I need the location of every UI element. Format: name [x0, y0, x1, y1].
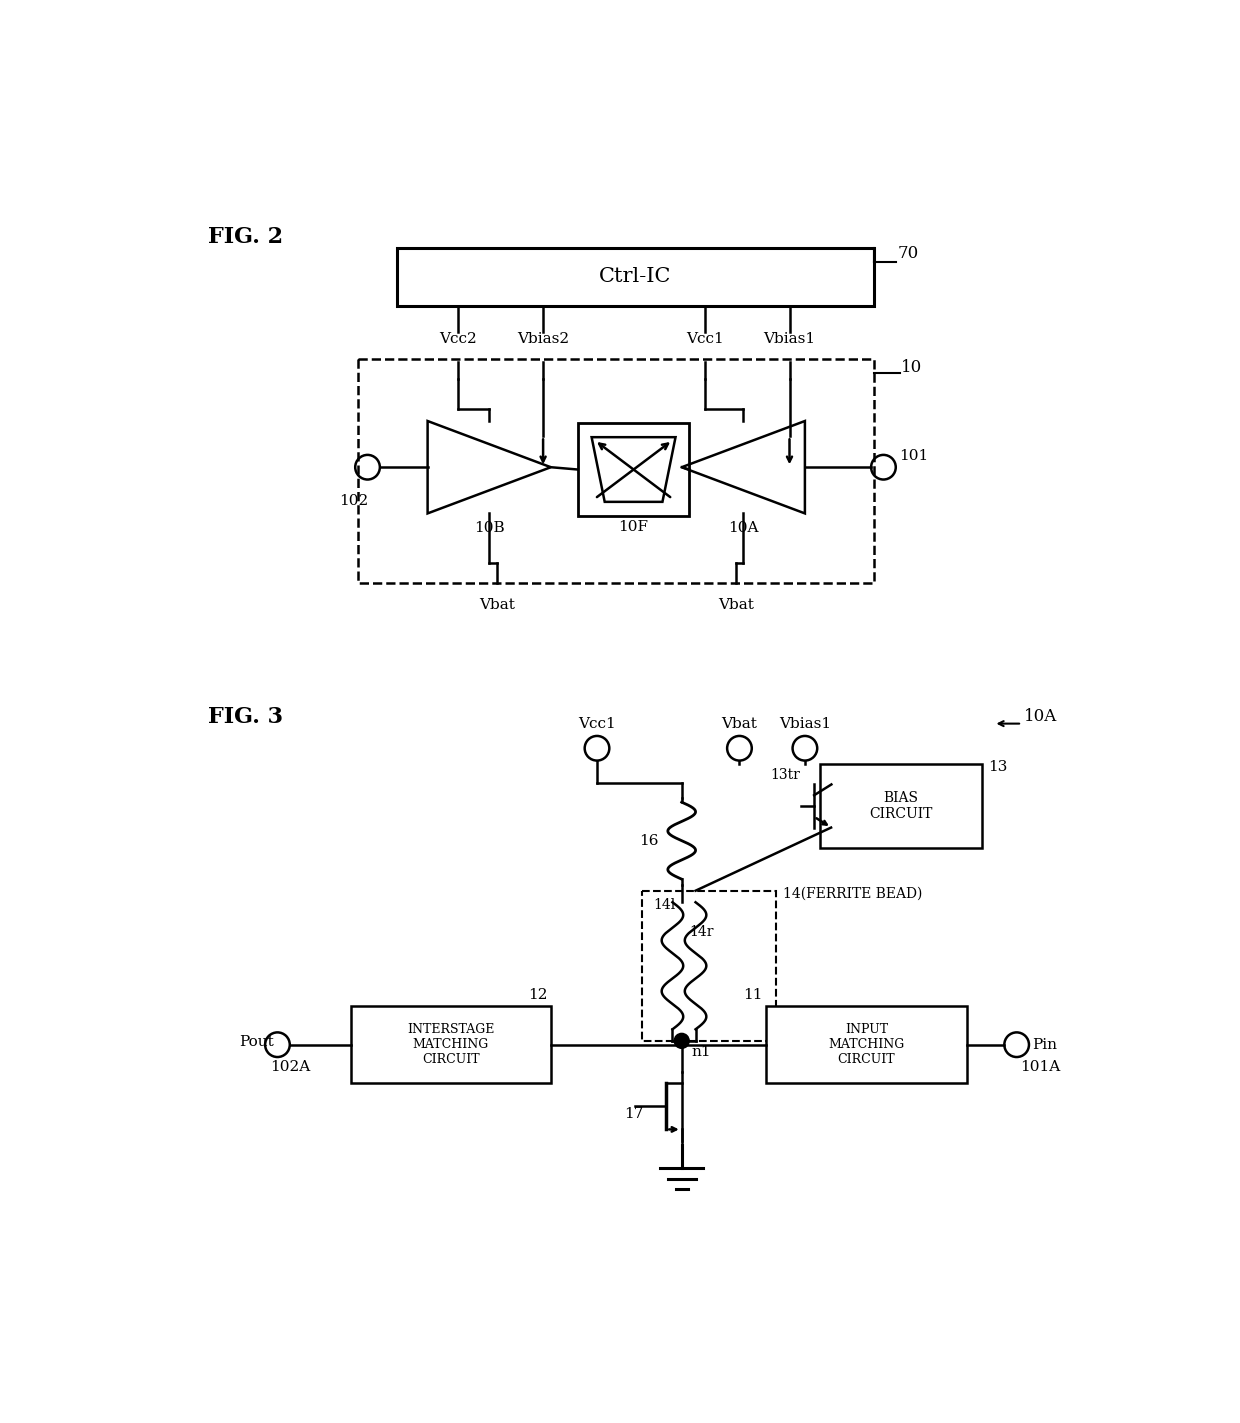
Text: 70: 70 [898, 245, 919, 262]
Text: Vbat: Vbat [479, 598, 515, 612]
Text: 101: 101 [899, 448, 928, 462]
Text: 102A: 102A [270, 1060, 310, 1074]
Text: 10A: 10A [1024, 709, 1058, 726]
Text: n1: n1 [691, 1044, 711, 1059]
Text: 10: 10 [901, 359, 923, 376]
Text: Vbias1: Vbias1 [779, 717, 831, 731]
Text: 101A: 101A [1021, 1060, 1060, 1074]
Text: INTERSTAGE
MATCHING
CIRCUIT: INTERSTAGE MATCHING CIRCUIT [407, 1023, 495, 1066]
Text: Vcc1: Vcc1 [578, 717, 616, 731]
Text: 14r: 14r [689, 925, 714, 939]
Text: Vbat: Vbat [722, 717, 758, 731]
Text: Pout: Pout [239, 1036, 274, 1049]
Bar [397, 248, 874, 306]
Text: 12: 12 [528, 989, 547, 1002]
Text: 102: 102 [339, 494, 368, 508]
Text: 14l: 14l [653, 898, 676, 912]
Bar [821, 764, 982, 848]
Text: Pin: Pin [1032, 1037, 1056, 1052]
Text: 13tr: 13tr [770, 767, 800, 781]
Text: 16: 16 [639, 834, 658, 848]
Bar [351, 1006, 551, 1083]
Text: BIAS
CIRCUIT: BIAS CIRCUIT [869, 791, 932, 821]
Text: 10A: 10A [728, 521, 759, 535]
Text: 10B: 10B [474, 521, 505, 535]
Bar [358, 360, 874, 582]
Text: FIG. 3: FIG. 3 [208, 706, 283, 729]
Text: Vbat: Vbat [718, 598, 754, 612]
Bar [766, 1006, 967, 1083]
Text: Vbias2: Vbias2 [517, 333, 569, 346]
Text: 10F: 10F [619, 519, 649, 534]
Text: INPUT
MATCHING
CIRCUIT: INPUT MATCHING CIRCUIT [828, 1023, 905, 1066]
Text: FIG. 2: FIG. 2 [208, 226, 283, 248]
Text: Vcc2: Vcc2 [439, 333, 477, 346]
Text: 11: 11 [743, 989, 763, 1002]
Text: 13: 13 [988, 760, 1008, 774]
Circle shape [675, 1035, 688, 1047]
Text: Vbias1: Vbias1 [764, 333, 816, 346]
Bar [578, 423, 689, 515]
Bar [641, 891, 776, 1040]
Text: Vcc1: Vcc1 [686, 333, 724, 346]
Text: 14(FERRITE BEAD): 14(FERRITE BEAD) [782, 887, 923, 901]
Text: 17: 17 [624, 1107, 644, 1121]
Text: Ctrl-IC: Ctrl-IC [599, 266, 672, 286]
